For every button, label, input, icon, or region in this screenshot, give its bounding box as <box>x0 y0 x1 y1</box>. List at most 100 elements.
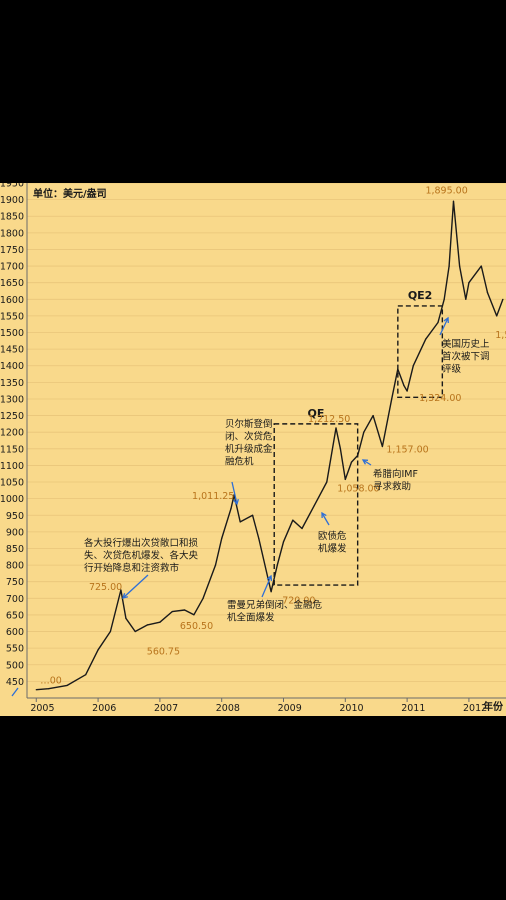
data-point <box>184 609 186 611</box>
data-label: 1,058.00 <box>337 483 379 494</box>
y-tick-label: 900 <box>6 527 24 538</box>
y-unit-label: 单位：美元/盎司 <box>33 187 107 200</box>
annotation-text: 首次被下调 <box>442 351 490 363</box>
y-tick-label: 850 <box>6 544 24 555</box>
annotation-text: 希腊向IMF <box>373 468 418 480</box>
data-point <box>437 321 439 324</box>
y-tick-label: 1800 <box>0 228 24 239</box>
data-point <box>459 265 461 267</box>
data-point <box>381 445 383 448</box>
data-point <box>292 519 294 521</box>
data-point <box>85 674 87 676</box>
data-point <box>239 521 241 523</box>
data-point <box>391 398 393 400</box>
data-point <box>282 541 285 543</box>
data-point <box>35 689 37 691</box>
y-tick-label: 1150 <box>0 444 24 455</box>
data-point <box>468 282 470 284</box>
annotation-text: 机爆发 <box>318 543 347 555</box>
annotation-arrow <box>122 574 149 599</box>
data-label: …00 <box>40 676 62 687</box>
data-point <box>202 597 204 599</box>
annotation-arrow <box>11 687 19 697</box>
y-tick-label: 1050 <box>0 478 24 489</box>
data-point <box>335 427 337 429</box>
y-axis: 450 500 550 600 650 700 750 800 850 900 950 1000 105… <box>0 179 28 698</box>
data-point <box>448 265 450 267</box>
data-point <box>159 621 161 623</box>
y-tick-label: 950 <box>6 511 24 522</box>
annotation-text: 机全面爆发 <box>227 612 275 624</box>
annotation-text: 机升级成金 <box>225 443 273 455</box>
data-point <box>363 431 365 433</box>
annotation-text: 行开始降息和注资救市 <box>84 562 180 574</box>
chart-frame: 450 500 550 600 650 700 750 800 850 900 950 1000 105… <box>0 179 506 716</box>
data-point <box>326 481 328 483</box>
y-tick-label: 450 <box>6 677 24 688</box>
y-tick-label: 1350 <box>0 378 24 389</box>
y-tick-label: 1850 <box>0 212 24 223</box>
qe-regions: QE QE2 <box>273 289 444 586</box>
y-tick-label: 800 <box>6 561 24 572</box>
x-tick-label: 2008 <box>216 703 240 714</box>
data-point <box>452 200 455 202</box>
region-label: QE <box>308 407 325 420</box>
data-label: 1,531.00 <box>495 330 506 341</box>
data-point <box>193 614 195 616</box>
x-tick-label: 2012 <box>463 703 487 714</box>
series-layer <box>35 200 504 691</box>
data-label: 560.75 <box>147 647 180 658</box>
data-point <box>344 478 346 480</box>
data-point <box>120 589 122 591</box>
x-tick-label: 2006 <box>92 703 116 714</box>
data-point <box>397 368 399 370</box>
data-point <box>502 298 504 300</box>
data-label: 725.00 <box>89 582 122 593</box>
data-point <box>270 591 272 593</box>
data-point <box>66 684 68 686</box>
data-point <box>339 448 341 450</box>
data-label: 1,212.50 <box>308 414 350 425</box>
y-tick-label: 750 <box>6 577 24 588</box>
data-label: 1,895.00 <box>425 185 467 196</box>
annotation-text: 融危机 <box>225 456 254 468</box>
y-tick-label: 500 <box>6 660 24 671</box>
region-box <box>397 305 444 399</box>
data-point <box>48 688 50 690</box>
y-tick-label: 1550 <box>0 311 24 322</box>
annotation-text: 失、次贷危机爆发、各大央 <box>84 550 199 562</box>
annotation-text: 评级 <box>442 363 462 375</box>
data-point <box>412 365 414 367</box>
annotation-arrow <box>231 481 238 505</box>
x-axis: 2005 2006 2007 2008 2009 2010 2011 2012 <box>27 697 506 714</box>
y-tick-label: 1950 <box>0 183 24 190</box>
data-point <box>425 338 427 340</box>
x-tick-label: 2010 <box>339 703 363 714</box>
data-point <box>313 504 315 506</box>
plot-background <box>27 183 506 698</box>
annotation-arrowhead <box>321 511 327 519</box>
y-tick-label: 700 <box>6 594 24 605</box>
data-point <box>403 385 405 387</box>
annotation-arrowhead <box>233 499 239 506</box>
y-tick-label: 600 <box>6 627 24 638</box>
data-point <box>258 537 260 540</box>
x-tick-label: 2007 <box>154 703 178 714</box>
y-tick-label: 550 <box>6 644 24 655</box>
data-point <box>465 298 467 300</box>
y-tick-label: 1300 <box>0 394 24 405</box>
grid <box>27 182 506 682</box>
data-label: 1,011.25 <box>192 491 234 502</box>
data-label: 650.50 <box>180 621 213 632</box>
y-tick-label: 1200 <box>0 428 24 439</box>
data-point <box>406 390 408 392</box>
data-point <box>109 630 112 633</box>
data-point <box>350 461 353 463</box>
data-point <box>357 454 359 457</box>
value-labels: 1,895.00 1,531.00 1,324.00 1,212.50 1,157.00… <box>40 185 506 686</box>
data-point <box>171 611 173 613</box>
annotation-text: 美国历史上 <box>442 338 490 350</box>
annotation-text: 贝尔斯登倒 <box>225 418 273 430</box>
data-point <box>486 292 489 294</box>
